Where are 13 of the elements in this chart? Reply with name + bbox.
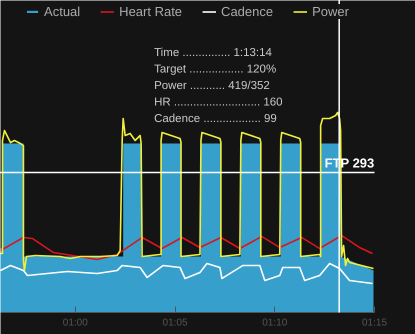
- x-tick-label: 01:10: [262, 318, 288, 328]
- legend-label: Heart Rate: [119, 4, 182, 19]
- legend-label: Power: [312, 4, 349, 19]
- x-tick-label: 01:15: [362, 318, 388, 328]
- annotation: Cadence .................. 99: [154, 113, 277, 126]
- x-tick-label: 01:00: [62, 318, 88, 328]
- legend-label: Cadence: [221, 4, 274, 19]
- text: HR ........................... 160: [154, 96, 283, 109]
- text: Time ............... 1:13:14: [154, 46, 273, 59]
- text: Power ........... 419/352: [154, 80, 270, 92]
- text: Target ................. 120%: [154, 63, 276, 76]
- legend-label: Actual: [44, 4, 80, 19]
- x-tick-label: 01:05: [162, 318, 188, 328]
